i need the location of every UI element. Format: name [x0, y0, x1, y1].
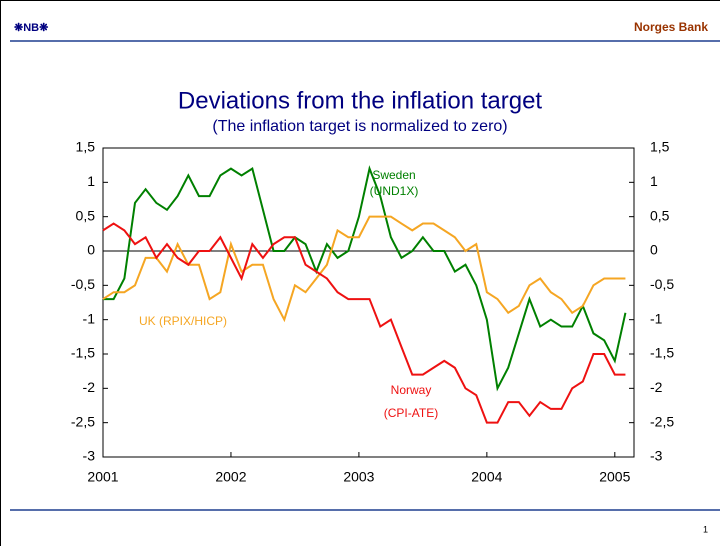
page-number: 1	[703, 524, 708, 534]
y-tick-label: -1,5	[71, 345, 95, 361]
y2-tick-label: -1,5	[650, 345, 674, 361]
y2-tick-label: 1,5	[650, 139, 670, 155]
y2-tick-label: -0,5	[650, 276, 674, 292]
y-tick-label: -2,5	[71, 413, 95, 429]
plot-frame	[102, 147, 635, 458]
x-tick-label: 2003	[343, 469, 374, 485]
series-line	[102, 215, 626, 323]
y-tick-label: -3	[83, 448, 96, 464]
series-line	[102, 222, 626, 424]
y-tick-label: 0	[87, 242, 95, 258]
x-tick-label: 2004	[471, 469, 502, 485]
y-tick-label: -2	[83, 379, 96, 395]
y2-tick-label: 0,5	[650, 207, 670, 223]
y-tick-label: -0,5	[71, 276, 95, 292]
x-tick-label: 2001	[87, 469, 118, 485]
y2-tick-label: -3	[650, 448, 663, 464]
series-note: (UND1X)	[370, 184, 419, 198]
series-label: Norway	[391, 383, 432, 397]
y-tick-label: 1,5	[76, 139, 96, 155]
x-tick-label: 2005	[599, 469, 630, 485]
series-line	[103, 165, 627, 392]
y-tick-label: 0,5	[76, 207, 96, 223]
series-label: UK (RPIX/HICP)	[139, 314, 227, 328]
chart-title: Deviations from the inflation target	[178, 87, 543, 114]
y-tick-label: 1	[87, 173, 95, 189]
y2-tick-label: -1	[650, 310, 663, 326]
y2-tick-label: -2	[650, 379, 663, 395]
series-note: (CPI-ATE)	[384, 406, 438, 420]
y-tick-label: -1	[83, 310, 96, 326]
x-tick-label: 2002	[215, 469, 246, 485]
y2-tick-label: 0	[650, 242, 658, 258]
y2-tick-label: -2,5	[650, 413, 674, 429]
y2-tick-label: 1	[650, 173, 658, 189]
logo: ❋NB❋	[14, 22, 48, 34]
chart-subtitle: (The inflation target is normalized to z…	[212, 118, 507, 135]
series-label: Sweden	[372, 168, 415, 182]
brand: Norges Bank	[634, 20, 708, 34]
